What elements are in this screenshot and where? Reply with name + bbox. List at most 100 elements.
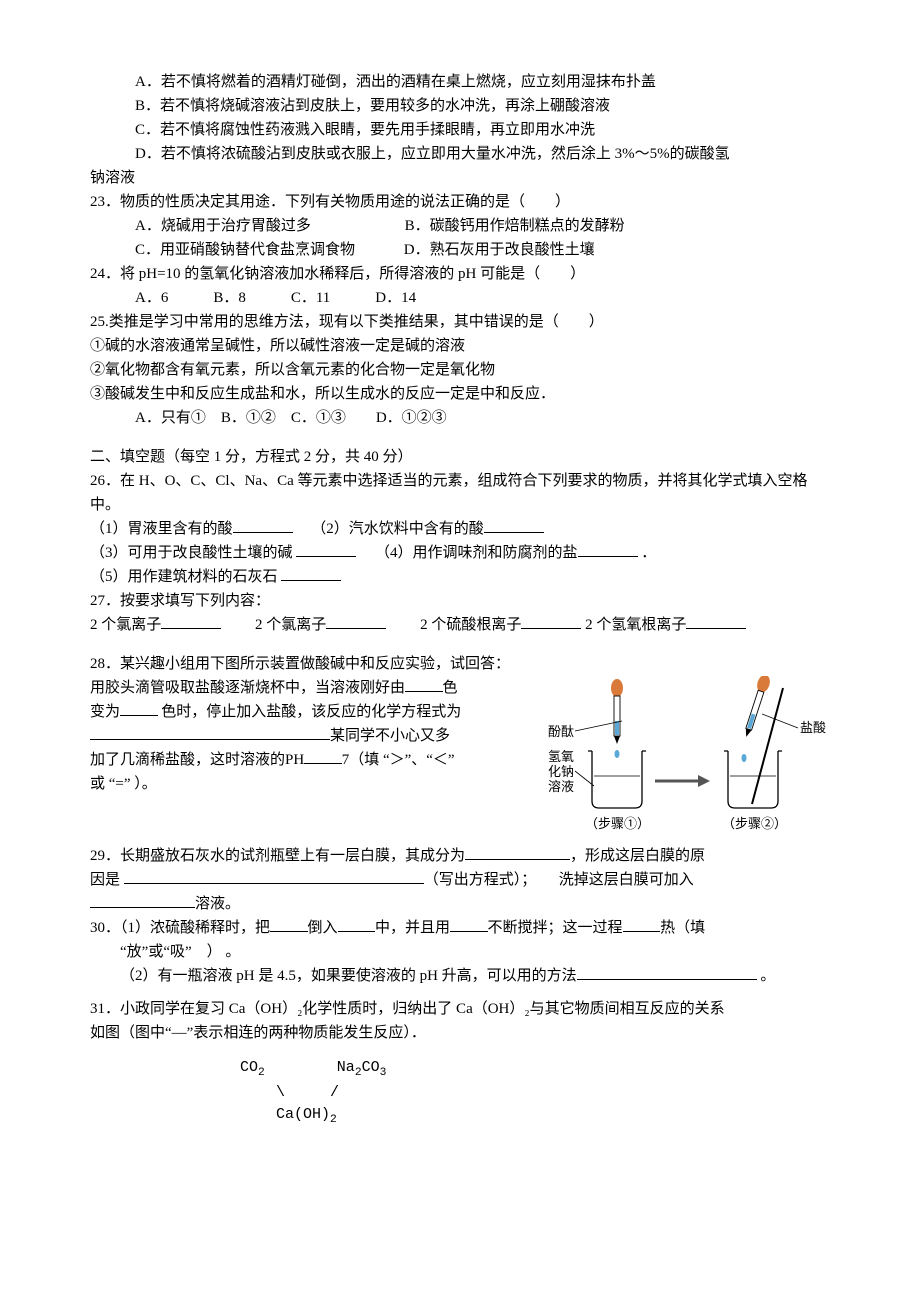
label-hcl: 盐酸 [800, 720, 826, 735]
q28-body: 用胶头滴管吸取盐酸逐渐烧杯中，当溶液刚好由 色 变为 色时，停止加入盐酸，该反应的… [90, 676, 830, 844]
q23-opt-c: C．用亚硝酸钠替代食盐烹调食物 [135, 242, 355, 258]
q22-opt-d-line1: D．若不慎将浓硫酸沾到皮肤或衣服上，应立即用大量水冲洗，然后涂上 3%～5%的碳… [90, 142, 830, 166]
q28-text: 用胶头滴管吸取盐酸逐渐烧杯中，当溶液刚好由 色 变为 色时，停止加入盐酸，该反应的… [90, 676, 534, 796]
q30-l1b: 倒入 [308, 920, 338, 936]
q24-stem: 24．将 pH=10 的氢氧化钠溶液加水稀释后，所得溶液的 pH 可能是（ ） [90, 262, 830, 286]
label-naoh-2: 化钠 [548, 764, 574, 779]
q27-i1: 2 个氯离子 [90, 617, 161, 633]
q23-opt-b: B．碳酸钙用作焙制糕点的发酵粉 [405, 218, 625, 234]
q26-blank-2[interactable] [484, 517, 544, 533]
q23-stem: 23．物质的性质决定其用途．下列有关物质用途的说法正确的是（ ） [90, 190, 830, 214]
q30-l1a: 30．（1）浓硫酸稀释时，把 [90, 920, 270, 936]
q28-l2b: 色时，停止加入盐酸，该反应的化学方程式为 [158, 704, 462, 720]
q26-p5-label: （5）用作建筑材料的石灰石 [90, 569, 281, 585]
q28-blank-2[interactable] [120, 700, 158, 716]
q27-blank-2[interactable] [326, 613, 386, 629]
q28-l1b: 色 [443, 680, 458, 696]
label-naoh-3: 溶液 [548, 779, 574, 794]
q25-s1: ①碱的水溶液通常呈碱性，所以碱性溶液一定是碱的溶液 [90, 334, 830, 358]
dropper-phenolphthalein [611, 679, 623, 758]
q27-blank-4[interactable] [686, 613, 746, 629]
q30-l1e: 热（填 [660, 920, 705, 936]
q26-row1: （1）胃液里含有的酸 （2）汽水饮料中含有的酸 [90, 517, 830, 541]
q26-stem: 26．在 H、O、C、Cl、Na、Ca 等元素中选择适当的元素，组成符合下列要求… [90, 469, 830, 517]
q29-l2a: 因是 [90, 872, 124, 888]
label-phenolphthalein: 酚酞 [548, 724, 574, 739]
step1-label: （步骤①） [585, 816, 650, 831]
q25-stem: 25.类推是学习中常用的思维方法，现有以下类推结果，其中错误的是（ ） [90, 310, 830, 334]
q31-l1: 31．小政同学在复习 Ca（OH）₂化学性质时，归纳出了 Ca（OH）₂与其它物… [90, 997, 830, 1021]
q29-blank-2[interactable] [124, 868, 424, 884]
q31-co2: CO [240, 1059, 258, 1076]
q31-co3: CO [362, 1059, 380, 1076]
q23-opts-row1: A．烧碱用于治疗胃酸过多 B．碳酸钙用作焙制糕点的发酵粉 [90, 214, 830, 238]
q29-l2: 因是 （写出方程式）； 洗掉这层白膜可加入 [90, 868, 830, 892]
q31-diagram: CO2 Na2CO3 \ / Ca(OH)2 [240, 1057, 830, 1129]
q26-row2: （3）可用于改良酸性土壤的碱 （4）用作调味剂和防腐剂的盐 ． [90, 541, 830, 565]
q23-opts-row2: C．用亚硝酸钠替代食盐烹调食物 D．熟石灰用于改良酸性土壤 [90, 238, 830, 262]
q30-blank-1[interactable] [270, 916, 308, 932]
q30-l3: （2）有一瓶溶液 pH 是 4.5，如果要使溶液的 pH 升高，可以用的方法 。 [90, 964, 830, 988]
q30-blank-3[interactable] [450, 916, 488, 932]
section2-heading: 二、填空题（每空 1 分，方程式 2 分，共 40 分） [90, 445, 830, 469]
q26-p1-label-b: （2）汽水饮料中含有的酸 [311, 521, 484, 537]
q28-l4a: 加了几滴稀盐酸，这时溶液的PH [90, 752, 304, 768]
q30-l1d: 不断搅拌；这一过程 [488, 920, 623, 936]
q22-opt-c: C．若不慎将腐蚀性药液溅入眼睛，要先用手揉眼睛，再立即用水冲洗 [90, 118, 830, 142]
arrow-icon [655, 775, 710, 787]
q29-l1a: 29．长期盛放石灰水的试剂瓶壁上有一层白膜，其成分为 [90, 848, 465, 864]
q27-items: 2 个氯离子 2 个氯离子 2 个硫酸根离子 2 个氢氧根离子 [90, 613, 830, 637]
q26-blank-3[interactable] [296, 541, 356, 557]
q30-l1: 30．（1）浓硫酸稀释时，把 倒入 中，并且用 不断搅拌；这一过程 热（填 [90, 916, 830, 940]
q27-i4: 2 个氢氧根离子 [585, 617, 686, 633]
q29-l1: 29．长期盛放石灰水的试剂瓶壁上有一层白膜，其成分为 ，形成这层白膜的原 [90, 844, 830, 868]
q30-blank-2[interactable] [338, 916, 376, 932]
q28-l3b: 某同学不小心又多 [330, 728, 450, 744]
q28-blank-1[interactable] [405, 676, 443, 692]
q27-blank-3[interactable] [521, 613, 581, 629]
q26-p4-end: ． [638, 545, 657, 561]
q23-opt-a: A．烧碱用于治疗胃酸过多 [135, 218, 311, 234]
q27-i3: 2 个硫酸根离子 [420, 617, 521, 633]
q30-blank-4[interactable] [623, 916, 661, 932]
q27-blank-1[interactable] [161, 613, 221, 629]
dropper-hcl [740, 676, 771, 739]
q25-opts: A．只有① B．①② C．①③ D．①②③ [90, 406, 830, 430]
q25-s3: ③酸碱发生中和反应生成盐和水，所以生成水的反应一定是中和反应． [90, 382, 830, 406]
q28-l1a: 用胶头滴管吸取盐酸逐渐烧杯中，当溶液刚好由 [90, 680, 405, 696]
q29-l2b: （写出方程式）； 洗掉这层白膜可加入 [424, 872, 694, 888]
q25-s2: ②氧化物都含有氧元素，所以含氧元素的化合物一定是氧化物 [90, 358, 830, 382]
q22-opt-b: B．若不慎将烧碱溶液沾到皮肤上，要用较多的水冲洗，再涂上硼酸溶液 [90, 94, 830, 118]
beaker-step1 [588, 751, 646, 808]
q30-l3a: （2）有一瓶溶液 pH 是 4.5，如果要使溶液的 pH 升高，可以用的方法 [120, 968, 577, 984]
q28-svg: 酚酞 氢氧 化钠 溶液 [540, 676, 830, 836]
q28-blank-eq[interactable] [90, 724, 330, 740]
q22-opt-d-line2: 钠溶液 [90, 166, 830, 190]
label-naoh-1: 氢氧 [548, 749, 574, 764]
q24-opts: A．6 B．8 C．11 D．14 [90, 286, 830, 310]
q28-figure: 酚酞 氢氧 化钠 溶液 [540, 676, 830, 844]
q30-blank-5[interactable] [577, 964, 757, 980]
q26-blank-1[interactable] [233, 517, 293, 533]
q30-l1c: 中，并且用 [375, 920, 450, 936]
q31-l2: 如图（图中“—”表示相连的两种物质能发生反应）． [90, 1021, 830, 1045]
step2-label: （步骤②） [722, 816, 787, 831]
q28-blank-3[interactable] [304, 748, 342, 764]
q22-opt-a: A．若不慎将燃着的酒精灯碰倒，洒出的酒精在桌上燃烧，应立刻用湿抹布扑盖 [90, 70, 830, 94]
q29-l1b: ，形成这层白膜的原 [570, 848, 705, 864]
q29-blank-1[interactable] [465, 844, 570, 860]
q30-l2: “放”或“吸” ） 。 [90, 940, 830, 964]
q23-opt-d: D．熟石灰用于改良酸性土壤 [404, 242, 595, 258]
q26-blank-4[interactable] [578, 541, 638, 557]
q29-l3-text: 溶液。 [195, 896, 240, 912]
q28-stem: 28．某兴趣小组用下图所示装置做酸碱中和反应实验，试回答： [90, 652, 830, 676]
q29-l3: 溶液。 [90, 892, 830, 916]
q28-l4b: 7（填 “＞”、“＜” [342, 752, 455, 768]
q29-blank-3[interactable] [90, 892, 195, 908]
q26-p3-label: （3）可用于改良酸性土壤的碱 [90, 545, 296, 561]
q31-caoh2: Ca(OH) [276, 1106, 330, 1123]
drop-2 [742, 754, 747, 762]
q26-blank-5[interactable] [281, 565, 341, 581]
q28-l2a: 变为 [90, 704, 120, 720]
q26-p4-label: （4）用作调味剂和防腐剂的盐 [375, 545, 578, 561]
